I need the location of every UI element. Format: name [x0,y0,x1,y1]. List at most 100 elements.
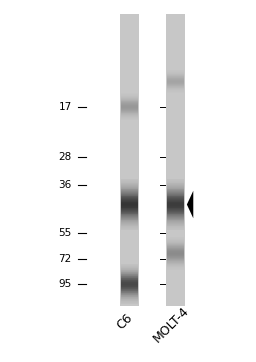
Bar [121,180,138,181]
Bar [121,300,138,301]
Bar [121,107,138,108]
Bar [167,189,184,190]
Bar [121,104,138,105]
Bar [121,105,138,106]
Bar [121,192,138,193]
Bar [121,211,138,212]
Bar [121,270,138,271]
Text: 36: 36 [58,180,72,190]
Bar [167,199,184,200]
Bar [121,115,138,116]
Bar [121,282,138,283]
Bar [121,285,138,286]
Bar [167,227,184,228]
Bar [167,259,184,260]
Bar [167,256,184,257]
Bar [121,295,138,296]
Bar [167,221,184,222]
Bar [121,265,138,266]
Bar [167,75,184,76]
Bar [167,228,184,229]
Bar [167,218,184,219]
Bar [167,79,184,80]
Bar [121,299,138,300]
Bar [167,72,184,73]
Bar [167,253,184,254]
Bar [121,113,138,114]
Bar [121,283,138,284]
Bar [121,204,138,205]
Bar [167,264,184,265]
Bar [121,288,138,289]
Bar [121,194,138,195]
Bar [167,70,184,71]
Bar [167,226,184,227]
Bar [167,260,184,261]
Bar [121,213,138,214]
Bar [167,223,184,224]
Bar [167,241,184,242]
Bar [167,202,184,203]
Bar [167,258,184,259]
Bar [167,242,184,243]
Text: 95: 95 [58,279,72,289]
Text: C6: C6 [114,311,135,332]
Bar [167,90,184,91]
Bar [167,82,184,83]
Bar [167,257,184,258]
Bar [121,212,138,213]
Bar [167,224,184,225]
Bar [167,180,184,181]
Bar [167,89,184,90]
Bar [167,73,184,74]
Bar [121,96,138,97]
Bar [121,273,138,274]
Bar [121,284,138,285]
Bar [121,97,138,98]
Bar [167,263,184,264]
Bar [167,214,184,215]
Bar [167,209,184,210]
Bar [167,254,184,255]
Bar [167,194,184,195]
Bar [121,190,138,191]
Bar [121,188,138,189]
Bar [121,290,138,291]
Bar [121,277,138,278]
Bar [167,252,184,253]
Bar [121,264,138,265]
Bar [121,287,138,288]
Bar [121,203,138,204]
Text: 17: 17 [58,102,72,112]
Bar [121,112,138,113]
Bar [121,179,138,180]
Bar [121,278,138,279]
Bar [121,221,138,222]
Bar [167,215,184,216]
Bar [167,80,184,81]
Bar [121,198,138,199]
Bar [121,187,138,188]
Bar [167,84,184,85]
Bar [167,250,184,251]
Bar [121,272,138,273]
Bar [121,94,138,95]
Bar [121,298,138,299]
Bar [121,276,138,277]
Bar [167,198,184,199]
Bar [167,193,184,194]
Bar [121,182,138,184]
Bar [121,202,138,203]
Bar [167,237,184,238]
Bar [121,219,138,220]
Bar [167,210,184,211]
Bar [121,205,138,206]
Bar [167,200,184,201]
Bar [121,216,138,217]
Bar [121,116,138,117]
Bar [167,192,184,193]
Bar [167,201,184,202]
Bar [167,186,184,187]
Bar [121,210,138,211]
Bar [121,99,138,100]
